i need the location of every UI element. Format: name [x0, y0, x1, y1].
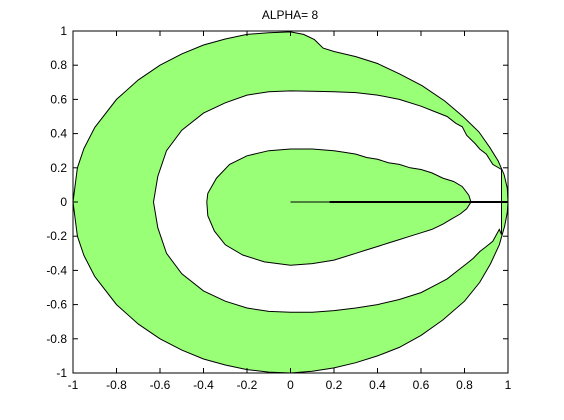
y-tick-label: -0.8 [46, 332, 67, 346]
y-tick-label: 0.4 [50, 127, 67, 141]
x-tick-label: 0.2 [326, 378, 343, 392]
y-tick-label: -1 [56, 366, 67, 380]
x-tick-label: 0.8 [456, 378, 473, 392]
inner-region [206, 148, 472, 266]
y-tick-label: 1 [60, 24, 67, 38]
y-tick-label: 0.6 [50, 92, 67, 106]
y-tick-label: 0.2 [50, 161, 67, 175]
x-tick-label: 0.6 [413, 378, 430, 392]
x-tick-label: -1 [68, 378, 79, 392]
x-tick-label: 1 [505, 378, 512, 392]
x-tick-label: -0.6 [150, 378, 171, 392]
x-tick-label: 0 [287, 378, 294, 392]
plot-area [72, 30, 509, 374]
x-tick-label: -0.4 [193, 378, 214, 392]
y-tick-label: 0.8 [50, 58, 67, 72]
y-tick-label: -0.2 [46, 229, 67, 243]
y-axis-ticks: -1 -0.8 -0.6 -0.4 -0.2 0 0.2 0.4 0.6 0.8 1 [46, 24, 508, 380]
chart-title: ALPHA= 8 [262, 8, 319, 22]
y-tick-label: -0.4 [46, 263, 67, 277]
y-tick-label: 0 [60, 195, 67, 209]
x-axis-ticks: -1 -0.8 -0.6 -0.4 -0.2 0 0.2 0.4 0.6 0.8 1 [68, 31, 512, 392]
x-tick-label: -0.2 [237, 378, 258, 392]
y-tick-label: -0.6 [46, 298, 67, 312]
x-tick-label: 0.4 [369, 378, 386, 392]
x-tick-label: -0.8 [106, 378, 127, 392]
